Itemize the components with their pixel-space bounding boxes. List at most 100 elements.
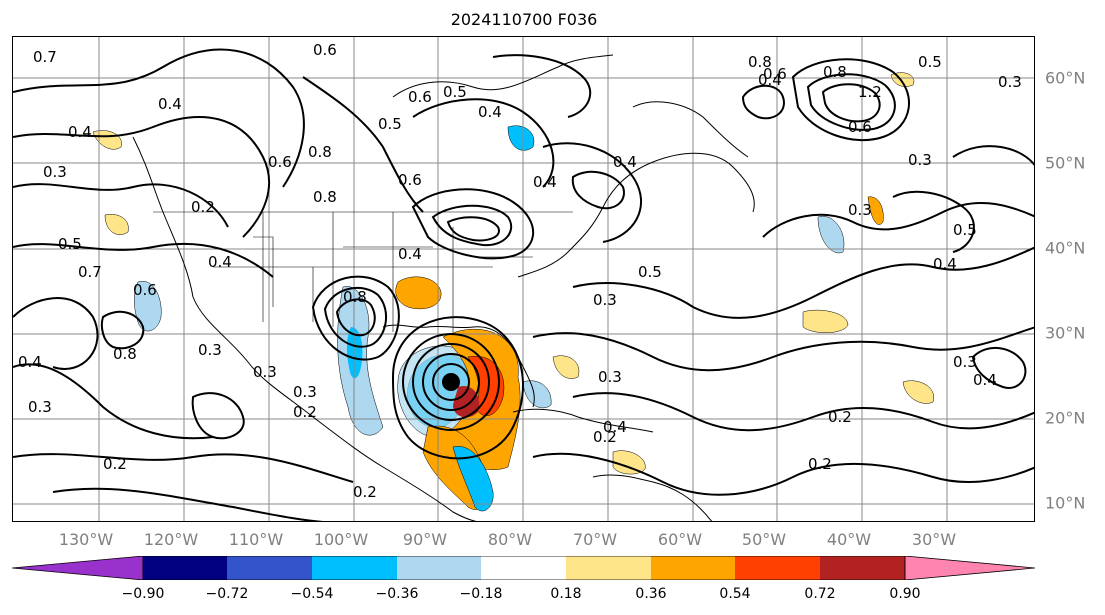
negative-anomaly-south bbox=[452, 446, 494, 512]
lon-label: 60°W bbox=[657, 530, 703, 549]
contour-label: 0.2 bbox=[191, 198, 215, 216]
lon-label: 40°W bbox=[826, 530, 872, 549]
colorbar-bin bbox=[143, 556, 227, 580]
contour-label: 0.3 bbox=[998, 73, 1022, 91]
contour-label: 0.4 bbox=[613, 153, 637, 171]
contour-label: 0.5 bbox=[58, 235, 82, 253]
contour-label: 0.4 bbox=[973, 371, 997, 389]
contour-label: 0.5 bbox=[378, 115, 402, 133]
colorbar-bin bbox=[566, 556, 651, 580]
lon-label: 130°W bbox=[58, 530, 114, 549]
lon-label: 70°W bbox=[572, 530, 618, 549]
contour-label: 0.8 bbox=[748, 53, 772, 71]
contour-label: 0.3 bbox=[598, 368, 622, 386]
lat-label: 30°N bbox=[1045, 323, 1086, 343]
lon-label: 100°W bbox=[313, 530, 369, 549]
contour-label: 0.6 bbox=[398, 171, 422, 189]
contour-label: 0.2 bbox=[353, 483, 377, 501]
contours bbox=[13, 48, 1034, 521]
colorbar-tick: 0.54 bbox=[719, 586, 751, 602]
contour-label: 0.8 bbox=[308, 143, 332, 161]
contour-label: 0.7 bbox=[78, 263, 102, 281]
map-canvas: 0.7 0.6 0.4 0.4 0.3 0.5 0.7 0.6 0.8 0.4 … bbox=[13, 37, 1034, 521]
contour-label: 0.3 bbox=[293, 383, 317, 401]
contour-label: 0.4 bbox=[533, 173, 557, 191]
lat-label: 50°N bbox=[1045, 153, 1086, 173]
plot-title: 2024110700 F036 bbox=[450, 10, 598, 29]
colorbar-tick: 0.36 bbox=[635, 586, 667, 602]
colorbar-tick: −0.90 bbox=[121, 586, 165, 602]
map-panel: 0.7 0.6 0.4 0.4 0.3 0.5 0.7 0.6 0.8 0.4 … bbox=[12, 36, 1035, 522]
positive-anomaly-bc bbox=[92, 130, 122, 150]
colorbar-tick: 0.18 bbox=[550, 586, 582, 602]
contour-label: 0.4 bbox=[933, 255, 957, 273]
contour-label: 0.6 bbox=[268, 153, 292, 171]
lon-label: 80°W bbox=[487, 530, 533, 549]
colorbar-bin bbox=[312, 556, 397, 580]
negative-anomaly-atlantic bbox=[817, 216, 845, 254]
positive-anomaly-greenland bbox=[890, 72, 915, 87]
contour-label: 0.6 bbox=[133, 281, 157, 299]
contour-label: 0.4 bbox=[18, 353, 42, 371]
colorbar-bin bbox=[651, 556, 735, 580]
positive-anomaly-mid-atlantic bbox=[802, 309, 849, 333]
colorbar-bin bbox=[820, 556, 905, 580]
contour-label: 0.2 bbox=[593, 428, 617, 446]
contour-labels: 0.7 0.6 0.4 0.4 0.3 0.5 0.7 0.6 0.8 0.4 … bbox=[18, 41, 1022, 501]
contour-label: 0.5 bbox=[953, 221, 977, 239]
lon-label: 30°W bbox=[911, 530, 957, 549]
lat-label: 40°N bbox=[1045, 238, 1086, 258]
positive-anomaly-north-atlantic bbox=[867, 196, 884, 225]
contour-label: 0.8 bbox=[823, 63, 847, 81]
contour-label: 0.3 bbox=[593, 291, 617, 309]
contour-label: 0.2 bbox=[293, 403, 317, 421]
colorbar-extend-max bbox=[904, 556, 1035, 580]
contour-label: 0.5 bbox=[443, 83, 467, 101]
contour-label: 0.3 bbox=[43, 163, 67, 181]
contour-label: 0.8 bbox=[343, 288, 367, 306]
contour-label: 0.3 bbox=[953, 353, 977, 371]
contour-label: 0.2 bbox=[808, 455, 832, 473]
contour-label: 0.3 bbox=[198, 341, 222, 359]
contour-label: 0.4 bbox=[478, 103, 502, 121]
positive-anomaly-caribbean bbox=[612, 450, 646, 475]
contour-label: 0.5 bbox=[918, 53, 942, 71]
contour-label: 0.4 bbox=[68, 123, 92, 141]
contour-label: 0.2 bbox=[103, 455, 127, 473]
lon-label: 50°W bbox=[741, 530, 787, 549]
contour-label: 0.6 bbox=[313, 41, 337, 59]
colorbar-bin bbox=[735, 556, 820, 580]
colorbar-tick: −0.18 bbox=[459, 586, 503, 602]
contour-label: 0.6 bbox=[408, 88, 432, 106]
contour-label: 0.4 bbox=[758, 71, 782, 89]
colorbar-tick: −0.36 bbox=[375, 586, 419, 602]
contour-label: 0.6 bbox=[848, 118, 872, 136]
colorbar-bin bbox=[397, 556, 481, 580]
negative-anomaly-florida bbox=[522, 380, 552, 409]
negative-anomaly-west-core bbox=[346, 327, 363, 379]
contour-label: 0.7 bbox=[33, 48, 57, 66]
colorbar bbox=[12, 556, 1035, 580]
colorbar-bin bbox=[227, 556, 312, 580]
positive-anomaly-ohio bbox=[395, 276, 442, 310]
contour-label: 0.8 bbox=[313, 188, 337, 206]
lat-label: 20°N bbox=[1045, 408, 1086, 428]
contour-label: 0.6 bbox=[763, 65, 787, 83]
contour-label: 0.3 bbox=[908, 151, 932, 169]
positive-anomaly-gulf-east bbox=[552, 355, 580, 379]
colorbar-bin bbox=[481, 556, 566, 580]
colorbar-tick: 0.90 bbox=[889, 586, 921, 602]
lon-label: 120°W bbox=[143, 530, 199, 549]
colorbar-tick: 0.72 bbox=[804, 586, 836, 602]
contour-label: 1.2 bbox=[858, 83, 882, 101]
contour-label: 0.8 bbox=[113, 345, 137, 363]
colorbar-tick: −0.72 bbox=[205, 586, 249, 602]
negative-anomaly-pacific bbox=[134, 281, 162, 332]
lat-label: 60°N bbox=[1045, 68, 1086, 88]
lon-label: 110°W bbox=[228, 530, 284, 549]
colorbar-extend-min bbox=[12, 556, 144, 580]
contour-label: 0.4 bbox=[603, 418, 627, 436]
coastlines bbox=[132, 54, 755, 521]
negative-anomaly-newengland bbox=[507, 125, 535, 151]
colorbar-tick: −0.54 bbox=[290, 586, 334, 602]
